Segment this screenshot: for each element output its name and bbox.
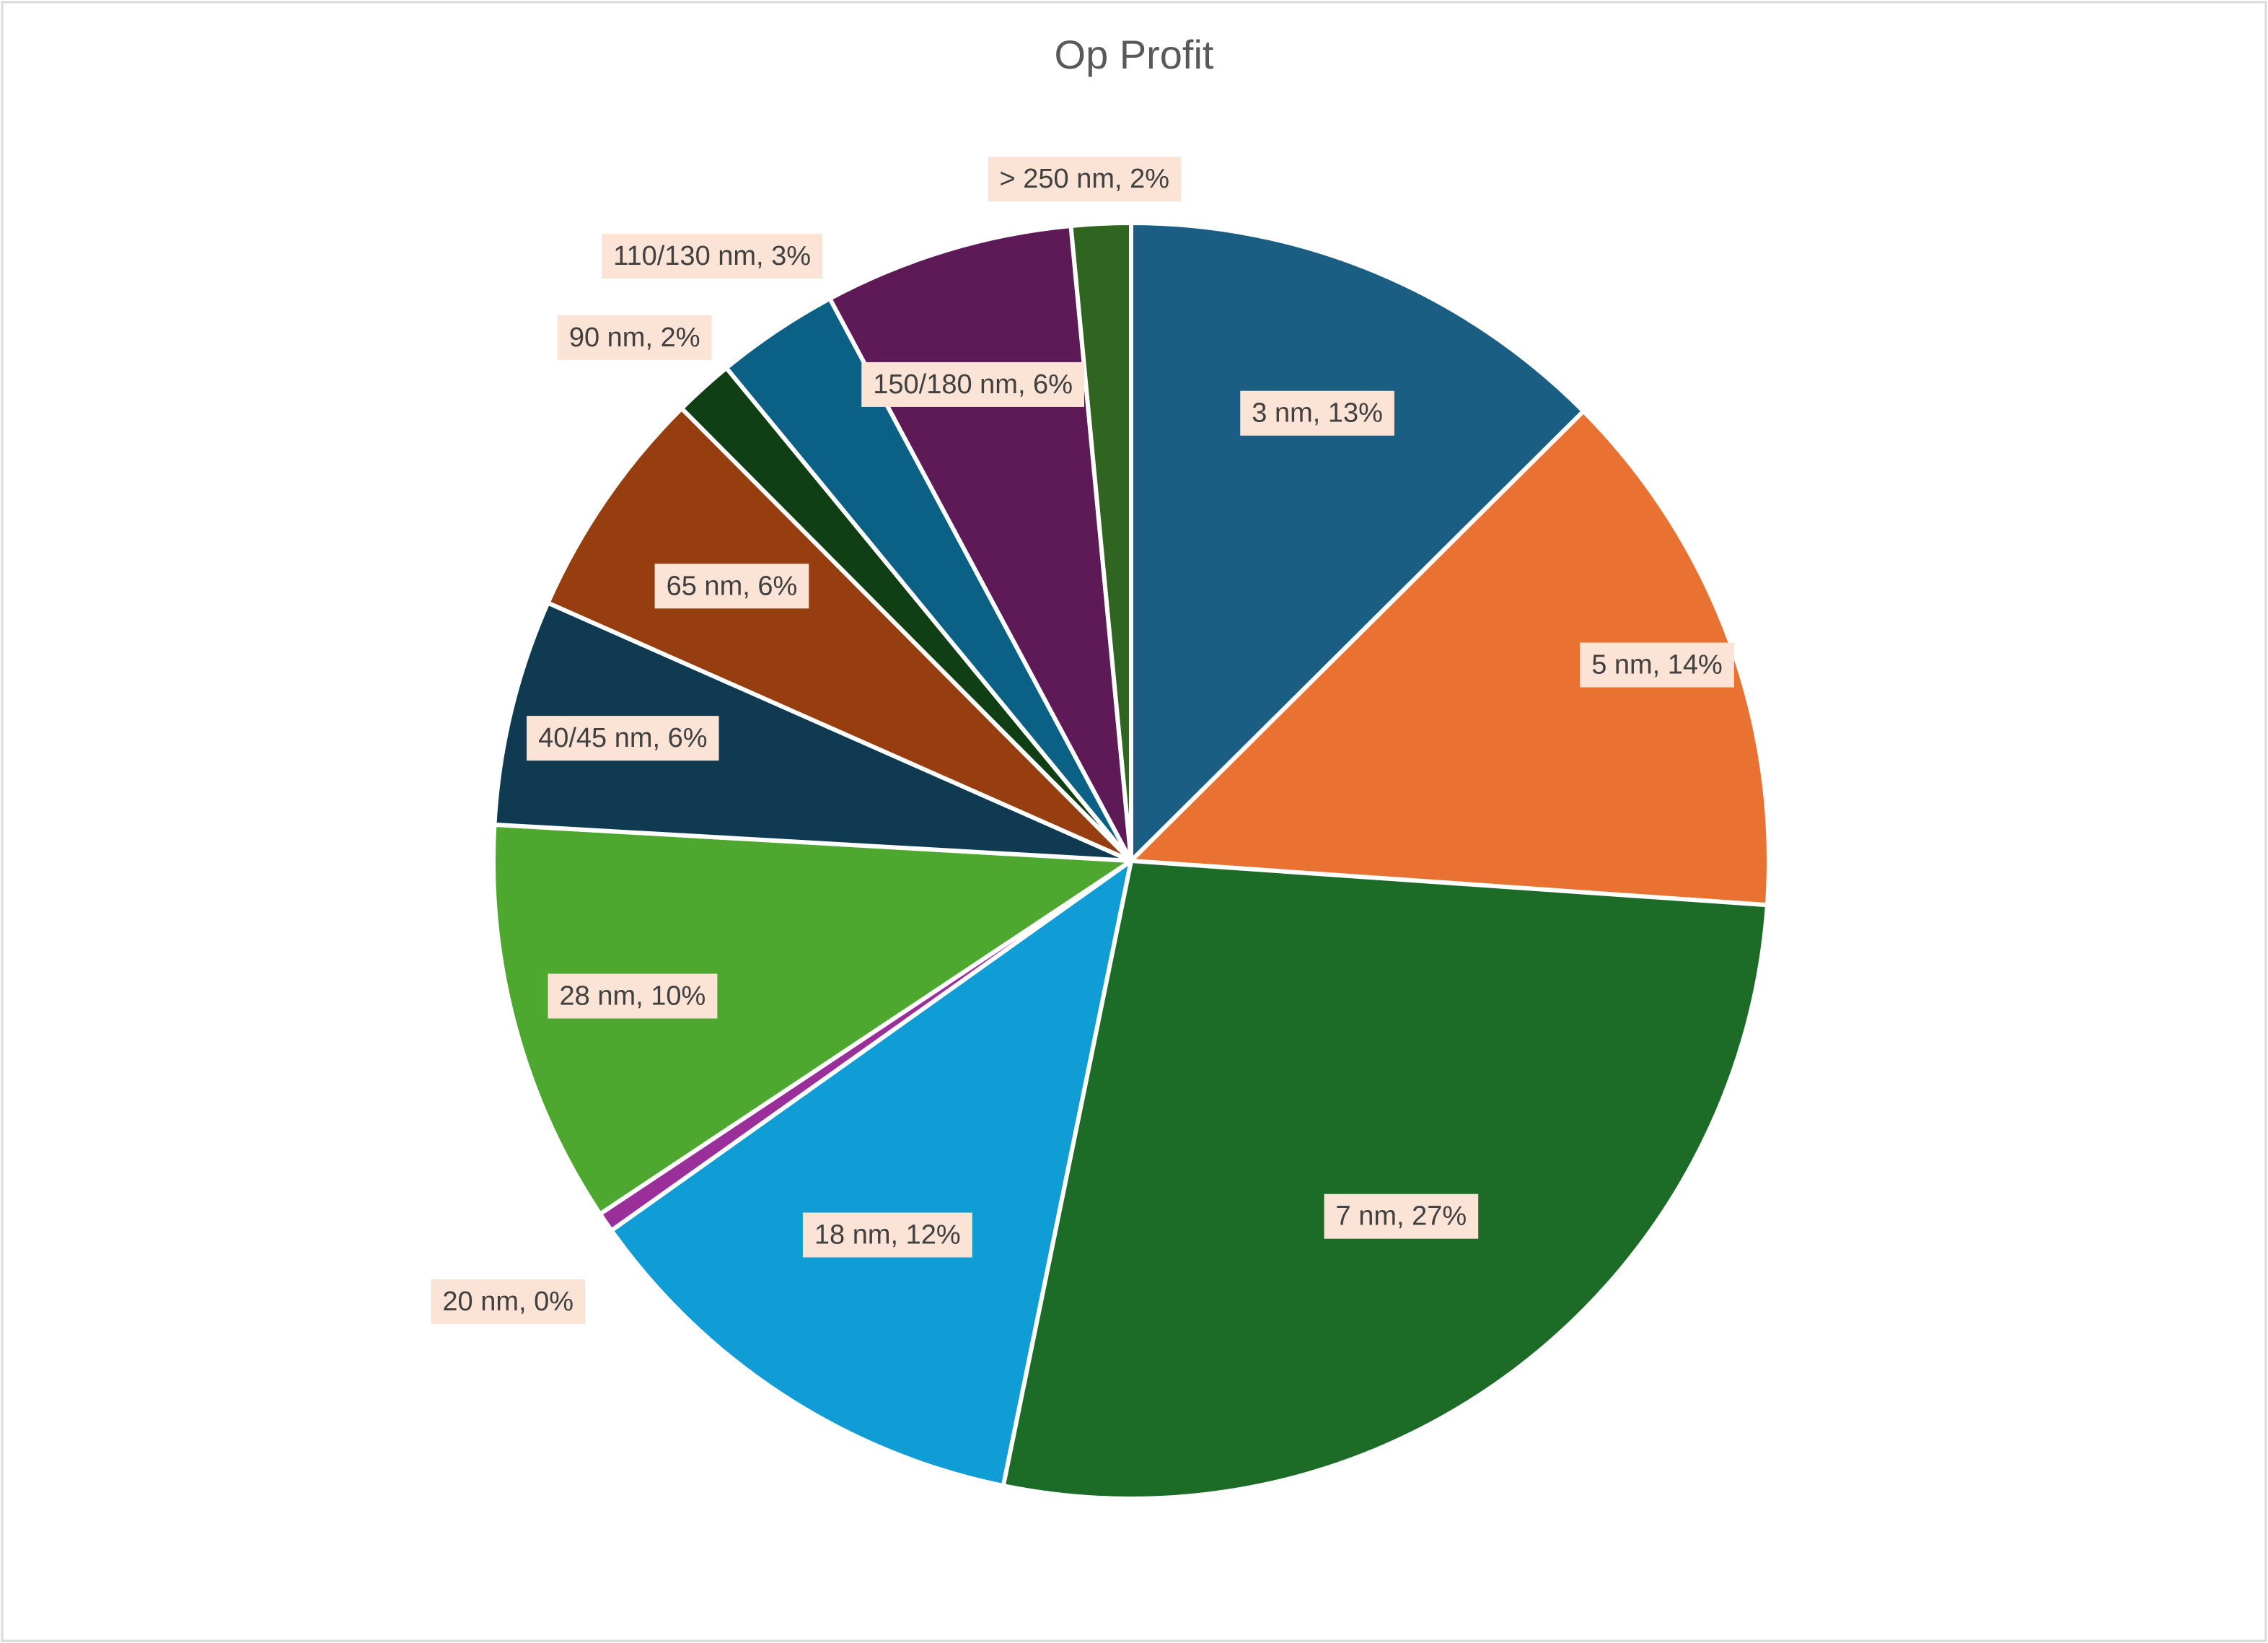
data-label-box-0 <box>1240 390 1394 436</box>
data-label-7: 65 nm, 6% <box>654 564 809 609</box>
pie-slice-2 <box>1001 859 1770 1501</box>
data-label-box-5 <box>548 973 718 1019</box>
data-label-4: 20 nm, 0% <box>431 1279 586 1325</box>
pie-slice-7 <box>545 406 1133 863</box>
data-label-box-10 <box>861 362 1084 407</box>
data-label-box-8 <box>557 315 712 360</box>
data-label-8: 90 nm, 2% <box>557 315 712 360</box>
data-label-6: 40/45 nm, 6% <box>527 716 719 761</box>
data-label-text-8: 90 nm, 2% <box>569 323 700 353</box>
pie-slice-6 <box>492 600 1133 863</box>
data-label-box-7 <box>654 564 809 609</box>
data-label-0: 3 nm, 13% <box>1240 390 1394 436</box>
data-label-text-10: 150/180 nm, 6% <box>873 369 1073 400</box>
data-label-text-11: > 250 nm, 2% <box>999 164 1169 194</box>
data-label-text-0: 3 nm, 13% <box>1252 398 1383 429</box>
data-label-text-4: 20 nm, 0% <box>442 1287 573 1317</box>
data-label-box-3 <box>802 1212 972 1258</box>
data-label-9: 110/130 nm, 3% <box>602 233 823 279</box>
pie-slice-1 <box>1129 408 1771 908</box>
data-label-text-6: 40/45 nm, 6% <box>538 723 707 753</box>
data-label-text-5: 28 nm, 10% <box>560 981 706 1012</box>
chart-title: Op Profit <box>1055 32 1214 77</box>
data-label-1: 5 nm, 14% <box>1580 642 1734 688</box>
data-label-box-1 <box>1580 642 1734 688</box>
data-label-box-4 <box>431 1279 586 1325</box>
pie-slice-3 <box>609 859 1133 1489</box>
pie-slice-0 <box>1129 221 1586 863</box>
data-label-10: 150/180 nm, 6% <box>861 362 1084 407</box>
data-label-box-6 <box>527 716 719 761</box>
data-label-text-9: 110/130 nm, 3% <box>613 241 811 271</box>
pie-slices <box>491 221 1771 1501</box>
data-label-2: 7 nm, 27% <box>1324 1193 1479 1239</box>
data-label-text-1: 5 nm, 14% <box>1591 650 1723 680</box>
pie-slice-5 <box>491 822 1133 1217</box>
data-label-text-2: 7 nm, 27% <box>1336 1201 1467 1232</box>
data-label-box-11 <box>988 157 1182 202</box>
data-label-box-9 <box>602 233 823 279</box>
data-labels: 3 nm, 13% 5 nm, 14% 7 nm, 27% 18 nm, 12% 20 … <box>431 157 1734 1325</box>
data-label-3: 18 nm, 12% <box>802 1212 972 1258</box>
data-label-5: 28 nm, 10% <box>548 973 718 1019</box>
data-label-box-2 <box>1324 1193 1479 1239</box>
data-label-text-3: 18 nm, 12% <box>814 1220 961 1250</box>
data-label-text-7: 65 nm, 6% <box>667 571 798 601</box>
data-label-11: > 250 nm, 2% <box>988 157 1182 202</box>
pie-slice-11 <box>1068 221 1133 863</box>
